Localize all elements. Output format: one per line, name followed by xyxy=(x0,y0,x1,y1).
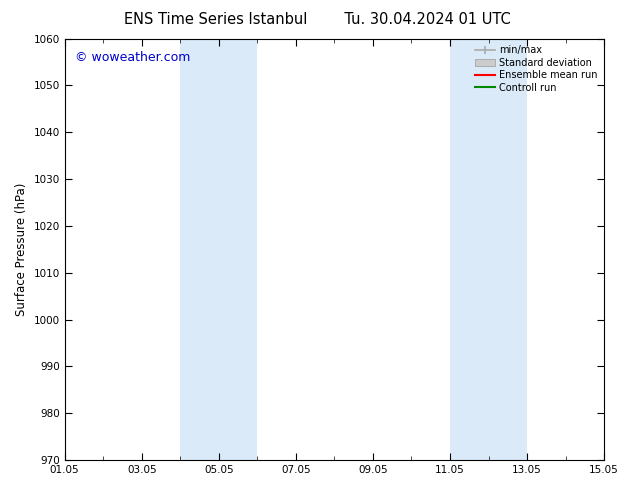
Text: © woweather.com: © woweather.com xyxy=(75,51,191,64)
Bar xyxy=(450,39,527,460)
Y-axis label: Surface Pressure (hPa): Surface Pressure (hPa) xyxy=(15,183,28,316)
Bar xyxy=(180,39,257,460)
Text: ENS Time Series Istanbul        Tu. 30.04.2024 01 UTC: ENS Time Series Istanbul Tu. 30.04.2024 … xyxy=(124,12,510,27)
Legend: min/max, Standard deviation, Ensemble mean run, Controll run: min/max, Standard deviation, Ensemble me… xyxy=(474,44,599,95)
